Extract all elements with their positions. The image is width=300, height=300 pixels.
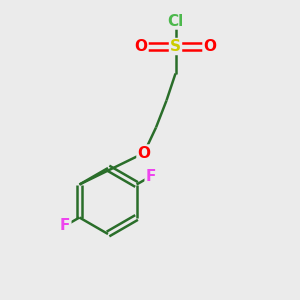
- Text: F: F: [60, 218, 70, 233]
- Text: F: F: [146, 169, 156, 184]
- Text: O: O: [203, 39, 217, 54]
- Text: S: S: [170, 39, 181, 54]
- Text: Cl: Cl: [167, 14, 184, 28]
- Text: O: O: [137, 146, 151, 160]
- Text: O: O: [134, 39, 148, 54]
